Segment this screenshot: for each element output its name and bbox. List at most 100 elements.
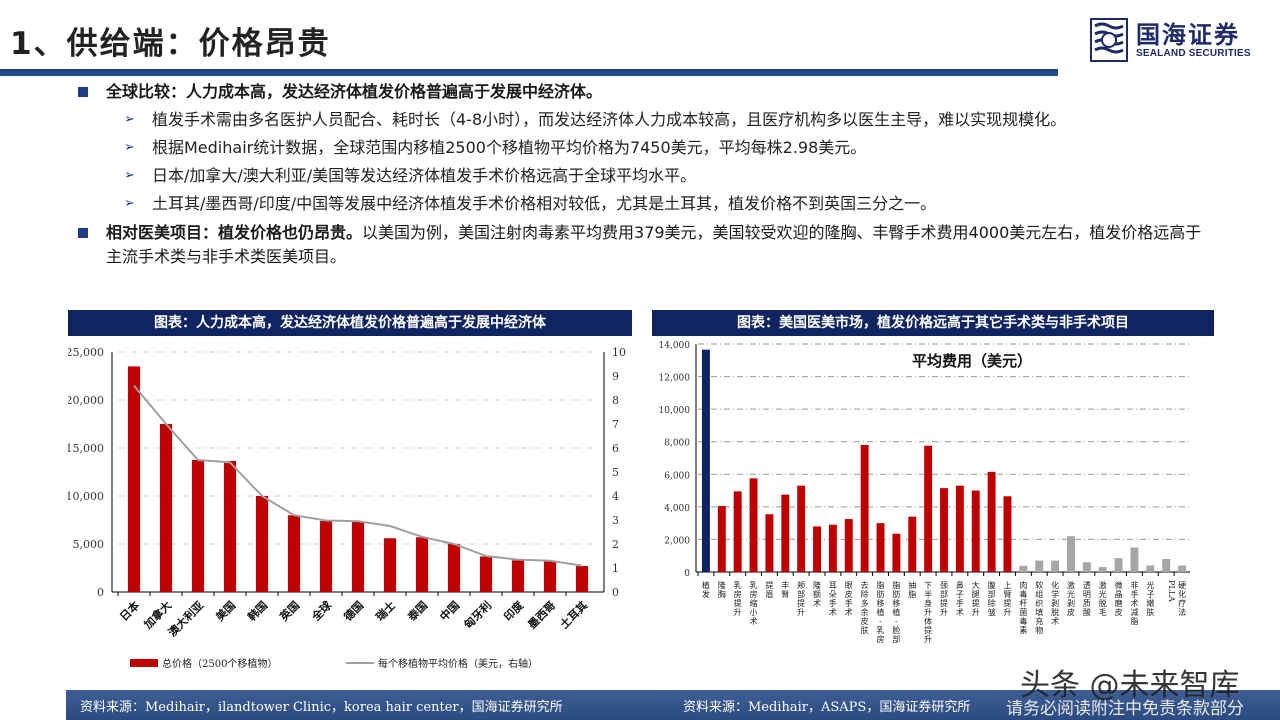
svg-text:小: 小 — [750, 608, 758, 617]
legend-label: 每个移植物平均价格（美元，右轴） — [378, 657, 538, 670]
svg-text:房: 房 — [734, 589, 742, 599]
y-tick-label: 10,000 — [68, 490, 104, 503]
svg-text:植: 植 — [892, 607, 900, 617]
bullet-global-comparison: 全球比较：人力成本高，发达经济体植发价格普遍高于发展中经济体。 — [76, 80, 1216, 104]
svg-text:皱: 皱 — [988, 607, 996, 617]
inner-chart-title: 平均费用（美元） — [912, 352, 1032, 370]
bar — [828, 524, 837, 572]
svg-text:PLLA: PLLA — [1167, 580, 1176, 602]
bar — [1003, 496, 1012, 572]
svg-text:颊: 颊 — [797, 580, 805, 590]
y-tick-label: 8,000 — [664, 439, 690, 449]
y2-tick-label: 5 — [612, 466, 619, 479]
x-tick-label: PLLA — [1167, 580, 1176, 602]
svg-text:部: 部 — [988, 589, 996, 599]
bar — [287, 515, 301, 592]
y-tick-label: 12,000 — [659, 374, 691, 384]
arrow-bullet-icon: ➢ — [124, 196, 135, 211]
bar — [1130, 547, 1139, 572]
svg-text:化: 化 — [1178, 589, 1186, 599]
x-tick-label: 提眉 — [765, 580, 773, 599]
svg-text:除: 除 — [861, 589, 869, 599]
svg-text:腿: 腿 — [972, 590, 980, 599]
bar — [383, 538, 397, 592]
bar — [1178, 565, 1187, 572]
svg-text:乳: 乳 — [877, 625, 885, 635]
svg-text:嫩: 嫩 — [1146, 598, 1154, 608]
svg-text:手: 手 — [956, 598, 964, 608]
svg-text:升: 升 — [797, 608, 805, 617]
sub-bullet: ➢ 植发手术需由多名医护人员配合、耗时长（4-8小时），而发达经济体人力成本较高… — [124, 110, 1067, 129]
svg-text:乳: 乳 — [734, 580, 742, 590]
svg-text:杆: 杆 — [1019, 598, 1027, 608]
svg-text:升: 升 — [1003, 608, 1011, 617]
x-tick-label: 中国 — [437, 598, 462, 623]
x-tick-label: 瑞士 — [373, 598, 398, 623]
avg-price-line — [133, 384, 583, 567]
y-tick-label: 10,000 — [659, 406, 691, 416]
x-tick-label: 英国 — [276, 598, 302, 624]
svg-text:-: - — [879, 617, 882, 626]
bar — [319, 520, 333, 592]
bar — [1114, 558, 1123, 572]
svg-text:移: 移 — [892, 598, 900, 608]
svg-text:磨: 磨 — [1115, 598, 1123, 608]
svg-text:胸: 胸 — [718, 589, 726, 599]
y2-tick-label: 4 — [612, 490, 619, 503]
y2-tick-label: 8 — [612, 394, 619, 407]
svg-text:术: 术 — [813, 598, 821, 608]
svg-text:剥: 剥 — [1051, 599, 1059, 608]
svg-text:术: 术 — [750, 616, 758, 626]
bar — [876, 523, 885, 572]
y2-tick-label: 3 — [612, 514, 619, 527]
svg-text:皮: 皮 — [845, 589, 853, 599]
svg-text:升: 升 — [734, 608, 742, 617]
svg-text:毛: 毛 — [1099, 607, 1107, 617]
svg-text:腹: 腹 — [988, 580, 996, 590]
svg-text:肤: 肤 — [1146, 607, 1154, 617]
svg-text:提: 提 — [765, 580, 773, 590]
svg-text:硬: 硬 — [1178, 581, 1186, 590]
chart-title: 图表：美国医美市场，植发价格远高于其它手术类与非手术项目 — [652, 310, 1214, 336]
y2-tick-label: 1 — [612, 562, 619, 575]
page-title: 1、供给端：价格昂贵 — [10, 26, 331, 62]
y2-tick-label: 6 — [612, 442, 619, 455]
bar — [575, 566, 589, 592]
y-tick-label: 4,000 — [664, 504, 690, 514]
bar — [159, 424, 173, 592]
sealand-wave-icon — [1090, 18, 1128, 62]
svg-text:光: 光 — [1099, 589, 1107, 599]
svg-text:房: 房 — [877, 634, 885, 644]
svg-text:皮: 皮 — [861, 616, 869, 626]
x-tick-label: 隆额术 — [813, 580, 821, 608]
svg-text:脱: 脱 — [1099, 598, 1107, 608]
sub-bullet: ➢ 日本/加拿大/澳大利亚/美国等发达经济体植发手术价格远高于全球平均水平。 — [124, 166, 697, 185]
logo-chinese-name: 国海证券 — [1136, 20, 1240, 49]
bar — [1067, 536, 1075, 572]
bar — [1098, 567, 1107, 572]
svg-text:微: 微 — [1115, 580, 1123, 590]
svg-text:皮: 皮 — [1067, 607, 1075, 617]
svg-text:耳: 耳 — [829, 581, 837, 590]
bar — [1162, 558, 1171, 572]
y2-tick-label: 9 — [612, 370, 619, 383]
svg-text:余: 余 — [861, 607, 869, 617]
y-tick-label: 15,000 — [68, 442, 104, 455]
y2-tick-label: 7 — [612, 418, 619, 431]
svg-text:化: 化 — [1051, 580, 1059, 590]
x-tick-label: 全球 — [308, 598, 335, 625]
svg-text:肪: 肪 — [877, 589, 885, 599]
svg-text:部: 部 — [940, 589, 948, 599]
svg-text:手: 手 — [829, 598, 837, 608]
bar — [844, 519, 853, 572]
svg-text:术: 术 — [845, 607, 853, 617]
bar — [765, 514, 774, 572]
bar — [447, 544, 461, 592]
x-tick-label: 日本 — [117, 598, 142, 623]
